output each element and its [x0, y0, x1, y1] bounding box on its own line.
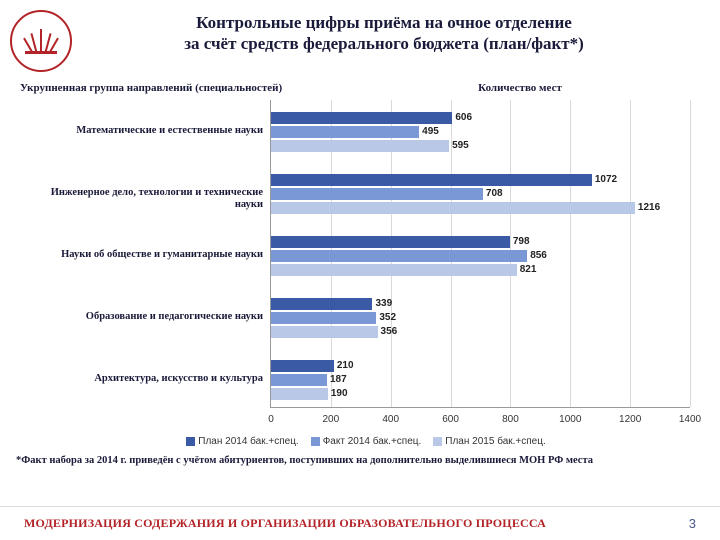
bar-value-label: 821 [520, 264, 537, 276]
bar: 856 [271, 250, 527, 262]
chart-group: Математические и естественные науки60649… [271, 112, 690, 152]
bar-value-label: 339 [375, 298, 392, 310]
bar: 356 [271, 326, 378, 338]
bar-value-label: 356 [381, 326, 398, 338]
bar: 1216 [271, 202, 635, 214]
bar-value-label: 708 [486, 188, 503, 200]
category-label: Образование и педагогические науки [21, 311, 263, 323]
bar-value-label: 495 [422, 126, 439, 138]
chart-group: Инженерное дело, технологии и технически… [271, 174, 690, 214]
header: Контрольные цифры приёма на очное отделе… [0, 0, 720, 78]
x-tick-label: 0 [268, 414, 274, 425]
bar-value-label: 190 [331, 388, 348, 400]
bar: 495 [271, 126, 419, 138]
bar: 708 [271, 188, 483, 200]
footer: МОДЕРНИЗАЦИЯ СОДЕРЖАНИЯ И ОРГАНИЗАЦИИ ОБ… [0, 506, 720, 540]
x-tick-label: 800 [502, 414, 519, 425]
bar: 821 [271, 264, 517, 276]
legend-label: Факт 2014 бак.+спец. [323, 436, 422, 447]
chart-group: Архитектура, искусство и культура2101871… [271, 360, 690, 400]
bar-value-label: 352 [379, 312, 396, 324]
bar-value-label: 1216 [638, 202, 660, 214]
bar: 339 [271, 298, 372, 310]
x-tick-label: 1200 [619, 414, 641, 425]
x-axis-title: Количество мест [340, 82, 700, 94]
legend-swatch [311, 437, 320, 446]
legend-label: План 2014 бак.+спец. [198, 436, 298, 447]
chart-group: Науки об обществе и гуманитарные науки79… [271, 236, 690, 276]
bar-value-label: 606 [455, 112, 472, 124]
university-logo [10, 10, 72, 72]
bar-value-label: 798 [513, 236, 530, 248]
x-tick-label: 1000 [559, 414, 581, 425]
bar-value-label: 595 [452, 140, 469, 152]
page-number: 3 [689, 516, 696, 531]
title-line-2: за счёт средств федерального бюджета (пл… [72, 33, 696, 54]
bar-value-label: 856 [530, 250, 547, 262]
bar: 798 [271, 236, 510, 248]
page-title: Контрольные цифры приёма на очное отделе… [72, 10, 696, 55]
bar: 210 [271, 360, 334, 372]
footer-text: МОДЕРНИЗАЦИЯ СОДЕРЖАНИЯ И ОРГАНИЗАЦИИ ОБ… [24, 516, 689, 531]
bar-value-label: 1072 [595, 174, 617, 186]
x-tick-label: 400 [382, 414, 399, 425]
bar: 352 [271, 312, 376, 324]
bar: 595 [271, 140, 449, 152]
bar-value-label: 187 [330, 374, 347, 386]
footnote: *Факт набора за 2014 г. приведён с учёто… [0, 447, 720, 470]
category-label: Инженерное дело, технологии и технически… [21, 187, 263, 210]
chart-subheader: Укрупненная группа направлений (специаль… [0, 78, 720, 96]
admission-chart: 0 200 400 600 800 1000 1200 1400 Математические … [20, 100, 700, 430]
title-line-1: Контрольные цифры приёма на очное отделе… [72, 12, 696, 33]
chart-legend: План 2014 бак.+спец. Факт 2014 бак.+спец.… [0, 436, 720, 447]
x-tick-label: 1400 [679, 414, 701, 425]
y-axis-title: Укрупненная группа направлений (специаль… [20, 82, 340, 94]
x-tick-label: 200 [323, 414, 340, 425]
bar: 606 [271, 112, 452, 124]
category-label: Архитектура, искусство и культура [21, 373, 263, 385]
x-tick-label: 600 [442, 414, 459, 425]
gridline [690, 100, 691, 407]
legend-label: План 2015 бак.+спец. [445, 436, 545, 447]
chart-group: Образование и педагогические науки339352… [271, 298, 690, 338]
category-label: Математические и естественные науки [21, 125, 263, 137]
legend-swatch [433, 437, 442, 446]
bar-value-label: 210 [337, 360, 354, 372]
category-label: Науки об обществе и гуманитарные науки [21, 249, 263, 261]
legend-swatch [186, 437, 195, 446]
bar: 1072 [271, 174, 592, 186]
bar: 187 [271, 374, 327, 386]
bar: 190 [271, 388, 328, 400]
